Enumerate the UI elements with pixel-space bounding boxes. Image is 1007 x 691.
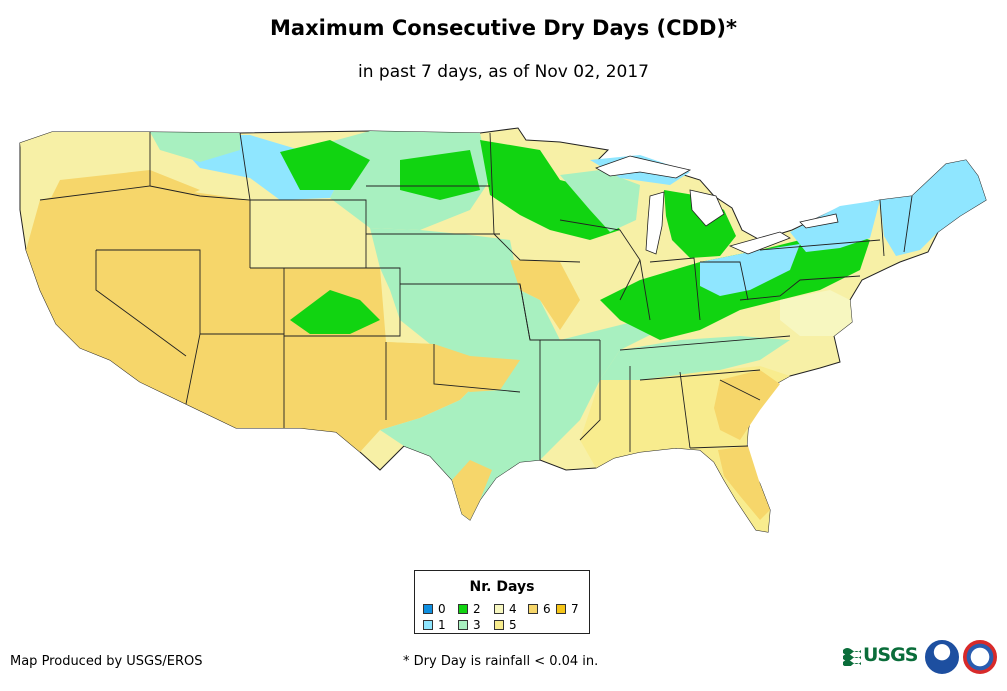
region-dry-1-ohio (700, 244, 800, 296)
legend-swatch-0 (423, 604, 433, 614)
region-dry-4-midatlantic (780, 290, 852, 336)
usgs-logo-text: USGS (863, 644, 918, 666)
lake-ontario (799, 213, 839, 229)
region-dry-6-oklahoma (386, 342, 520, 392)
legend-swatch-1 (423, 620, 433, 630)
state-borders (39, 132, 913, 460)
region-dry-6-florida (718, 446, 770, 520)
legend-item-3: 3 (458, 618, 481, 632)
legend-swatch-5 (494, 620, 504, 630)
region-dry-2-minnesota (480, 140, 620, 240)
region-dry-1-new-york (790, 200, 880, 252)
legend-label-5: 5 (509, 618, 517, 632)
region-dry-3-central (370, 228, 660, 520)
dry-day-footnote: * Dry Day is rainfall < 0.04 in. (403, 654, 599, 669)
map-credit: Map Produced by USGS/EROS (10, 654, 203, 669)
lake-michigan (645, 191, 665, 255)
region-dry-3-tennessee (600, 336, 790, 380)
noaa-logo-icon (925, 640, 959, 674)
region-dry-6-missouri (510, 260, 580, 330)
nws-logo-icon (963, 640, 997, 674)
lake-huron (689, 189, 725, 227)
legend-swatch-2 (458, 604, 468, 614)
legend-label-7: 7 (571, 602, 579, 616)
legend-swatch-6 (528, 604, 538, 614)
legend-item-1: 1 (423, 618, 446, 632)
lake-superior (595, 155, 692, 179)
region-dry-3-montana (150, 132, 240, 162)
legend-label-1: 1 (438, 618, 446, 632)
legend-label-2: 2 (473, 602, 481, 616)
legend-item-6: 6 (528, 602, 551, 616)
legend-title: Nr. Days (469, 579, 535, 595)
legend-item-5: 5 (494, 618, 517, 632)
region-dry-2-colorado (290, 290, 380, 334)
map-title: Maximum Consecutive Dry Days (CDD)* (270, 16, 737, 40)
legend-item-2: 2 (458, 602, 481, 616)
map-subtitle: in past 7 days, as of Nov 02, 2017 (358, 62, 649, 82)
usgs-logo: USGS (843, 640, 919, 670)
region-dry-3-wisconsin (560, 170, 640, 232)
legend-label-6: 6 (543, 602, 551, 616)
region-dry-6-texas-coast (452, 460, 492, 520)
legend-swatch-4 (494, 604, 504, 614)
legend-swatch-3 (458, 620, 468, 630)
region-dry-2-dakotas (280, 140, 370, 190)
legend-label-3: 3 (473, 618, 481, 632)
region-dry-2-nd-east (400, 150, 480, 200)
legend-item-0: 0 (423, 602, 446, 616)
region-dry-6-carolinas (714, 370, 780, 440)
legend-swatch-7 (556, 604, 566, 614)
legend: Nr. Days 0 1 2 3 4 5 6 7 (414, 570, 590, 634)
usgs-wave-icon (843, 648, 861, 666)
us-dry-days-map (19, 127, 987, 533)
region-dry-6-west (26, 186, 480, 452)
legend-label-4: 4 (509, 602, 517, 616)
region-dry-6-oregon (50, 170, 200, 214)
legend-item-4: 4 (494, 602, 517, 616)
legend-item-7: 7 (556, 602, 579, 616)
lake-erie (728, 231, 791, 255)
legend-label-0: 0 (438, 602, 446, 616)
